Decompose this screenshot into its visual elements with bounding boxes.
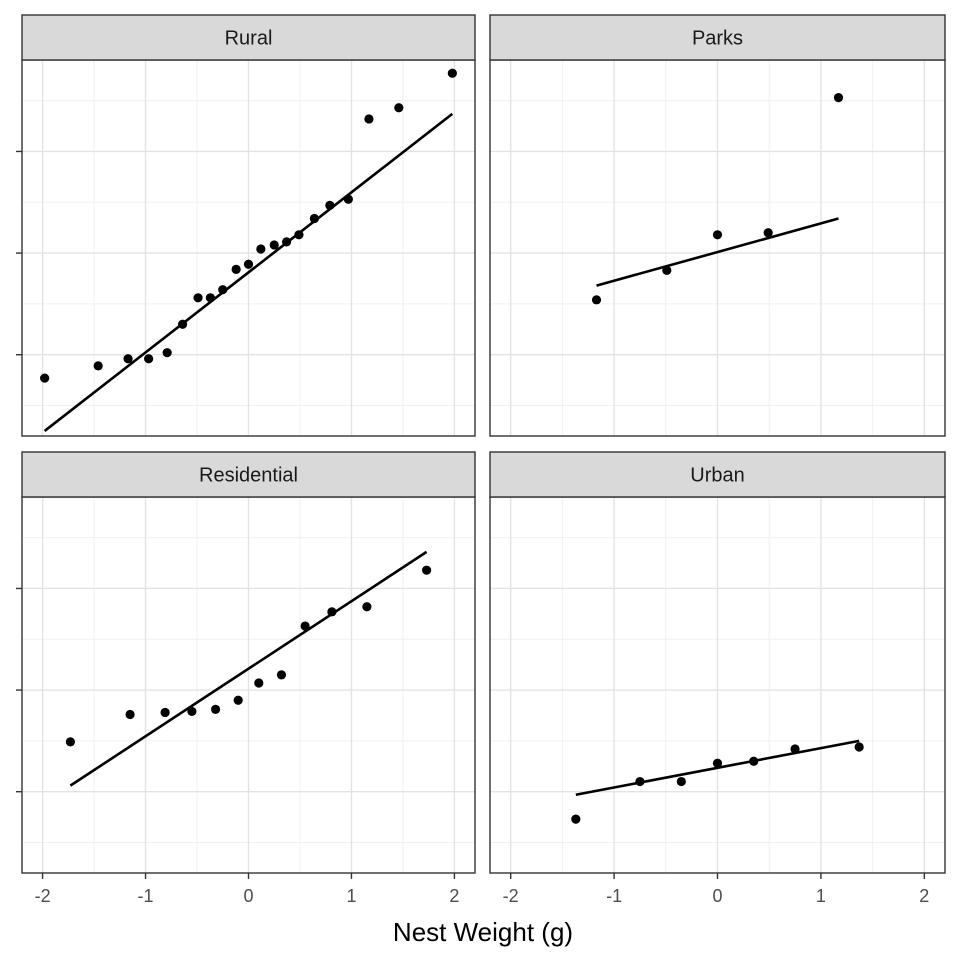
- data-point: [763, 228, 773, 238]
- x-tick-label: -1: [138, 886, 154, 906]
- data-point: [40, 373, 50, 383]
- data-point: [343, 194, 353, 204]
- data-point: [218, 285, 228, 295]
- data-point: [571, 814, 581, 824]
- fit-line: [69, 550, 428, 787]
- data-point: [591, 295, 602, 305]
- data-point: [447, 68, 457, 78]
- facet-strip: [489, 451, 946, 498]
- x-tick-label: 1: [346, 886, 356, 906]
- x-tick-label: 0: [712, 886, 722, 906]
- data-point: [178, 319, 188, 329]
- facet-strip: [21, 14, 476, 61]
- facet-strip: [21, 451, 476, 498]
- x-tick-label: 1: [816, 886, 826, 906]
- data-point: [749, 756, 759, 766]
- data-point: [325, 200, 335, 210]
- data-point: [294, 230, 304, 240]
- data-point: [854, 742, 864, 752]
- x-tick-label: 2: [919, 886, 929, 906]
- data-point: [309, 213, 319, 224]
- data-point: [123, 354, 133, 364]
- data-point: [327, 607, 337, 617]
- facet-panels: Rural Parks Residential -2 -1 0 1 2 Urban -2 -1 0 1 2: [16, 14, 946, 906]
- facet-panel-residential: Residential -2 -1 0 1 2: [16, 451, 476, 906]
- facet-panel-rural: Rural: [16, 14, 476, 437]
- facet-panel-urban: Urban -2 -1 0 1 2: [489, 451, 946, 906]
- data-point: [712, 758, 723, 768]
- facet-strip: [489, 14, 946, 61]
- facet-strip-label: Residential: [199, 465, 298, 487]
- data-point: [65, 737, 75, 747]
- data-point: [144, 354, 154, 364]
- data-point: [422, 565, 432, 575]
- data-point: [281, 237, 292, 247]
- data-point: [662, 265, 672, 275]
- x-tick-label: -1: [606, 886, 622, 906]
- x-tick-label: -2: [35, 886, 51, 906]
- data-point: [233, 695, 243, 705]
- fit-line: [43, 112, 454, 432]
- data-point: [254, 678, 264, 688]
- facet-strip-label: Rural: [225, 28, 273, 50]
- data-point: [300, 621, 310, 631]
- data-point: [364, 114, 374, 124]
- data-point: [712, 230, 723, 240]
- facet-strip-label: Parks: [692, 28, 743, 50]
- data-point: [187, 706, 197, 717]
- data-point: [210, 704, 221, 714]
- data-point: [231, 264, 241, 274]
- data-point: [162, 348, 172, 358]
- data-point: [790, 744, 800, 754]
- data-point: [205, 293, 216, 303]
- data-point: [276, 670, 287, 680]
- data-point: [833, 93, 844, 103]
- data-point: [269, 240, 279, 250]
- data-point: [635, 776, 645, 787]
- facet-strip-label: Urban: [690, 465, 744, 487]
- x-tick-label: 0: [243, 886, 253, 906]
- fit-line: [596, 217, 839, 287]
- data-point: [160, 707, 170, 718]
- data-point: [93, 361, 103, 371]
- facet-panel-parks: Parks: [489, 14, 946, 437]
- x-axis-title: Nest Weight (g): [393, 917, 573, 947]
- data-point: [676, 776, 686, 787]
- data-point: [362, 602, 372, 612]
- data-point: [256, 244, 266, 254]
- data-point: [193, 293, 203, 303]
- x-tick-label: 2: [449, 886, 459, 906]
- data-point: [243, 259, 254, 269]
- x-tick-label: -2: [503, 886, 519, 906]
- data-point: [125, 709, 135, 720]
- data-point: [394, 103, 404, 113]
